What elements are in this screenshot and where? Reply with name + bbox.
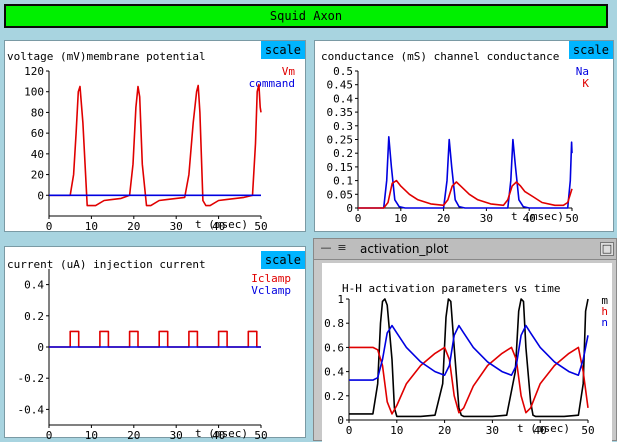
voltage-chart: 0 20 40 60 80 100 120 0 10 20 30 40 50 t (msec) (24, 65, 268, 233)
voltage-y-tick-label-3: 60 (31, 127, 44, 140)
conductance-scale-button[interactable]: scale (568, 41, 613, 59)
activation-series-h (349, 346, 589, 415)
current-x-tick-label-4: 40 (212, 429, 225, 442)
current-x-tick-label-0: 0 (46, 429, 53, 442)
activation-x-tick-label-3: 30 (486, 424, 499, 437)
activation-chart: 00.20.40.60.810 10 20 30 40 50t (msec) (324, 293, 595, 437)
activation-x-axis-label: t (msec) (517, 422, 570, 435)
conductance-y-tick-label-6: 0.3 (333, 120, 353, 133)
conductance-legend: Na K (576, 66, 589, 90)
app-title: Squid Axon (269, 9, 343, 23)
conductance-chart: 00.050.10.150.20.250.30.350.40.450.5 0 10 2… (327, 65, 579, 225)
activation-y-tick-label-2: 0.4 (324, 366, 344, 379)
activation-x-tick-label-2: 20 (438, 424, 451, 437)
legend-command: command (248, 77, 295, 90)
window-pin-icon[interactable]: ≡ (337, 241, 347, 254)
voltage-series-vm (49, 83, 262, 207)
legend-iclamp: Iclamp (251, 272, 291, 285)
voltage-x-tick-label-4: 40 (212, 220, 225, 233)
conductance-y-tick-label-3: 0.15 (327, 161, 354, 174)
activation-window-titlebar[interactable]: — ≡ activation_plot □ (314, 239, 616, 260)
conductance-x-tick-label-1: 10 (394, 212, 407, 225)
legend-na: Na (575, 65, 589, 78)
activation-plot-panel: H-H activation parameters vs time m h n … (322, 263, 612, 442)
conductance-y-tick-label-10: 0.5 (333, 65, 353, 78)
current-x-axis-label: t (msec) (195, 427, 248, 440)
legend-k: K (582, 77, 589, 90)
voltage-panel: voltage (mV)membrane potential scale Vm … (4, 40, 306, 233)
activation-x-tick-label-1: 10 (390, 424, 403, 437)
current-y-tick-label-2: 0 (37, 341, 44, 354)
activation-y-tick-label-5: 1 (337, 293, 344, 306)
current-scale-button[interactable]: scale (260, 251, 305, 269)
current-x-tick-label-2: 20 (127, 429, 140, 442)
conductance-y-tick-label-2: 0.1 (333, 175, 353, 188)
activation-legend: m h n (601, 295, 608, 328)
voltage-x-tick-label-0: 0 (46, 220, 53, 233)
conductance-x-tick-label-5: 50 (565, 212, 578, 225)
conductance-y-tick-label-9: 0.45 (327, 79, 354, 92)
conductance-y-tick-label-1: 0.05 (327, 188, 354, 201)
voltage-y-tick-label-6: 120 (24, 65, 44, 78)
conductance-x-tick-label-2: 20 (437, 212, 450, 225)
current-y-tick-label-3: 0.2 (24, 310, 44, 323)
voltage-legend: Vm command (249, 66, 295, 90)
current-x-tick-label-1: 10 (85, 429, 98, 442)
activation-y-tick-label-0: 0 (337, 414, 344, 427)
conductance-x-tick-label-0: 0 (355, 212, 362, 225)
window-maximize-icon[interactable]: □ (600, 242, 614, 256)
current-series-iclamp (49, 330, 261, 348)
voltage-x-tick-label-2: 20 (127, 220, 140, 233)
voltage-x-tick-label-1: 10 (85, 220, 98, 233)
voltage-scale-button[interactable]: scale (260, 41, 305, 59)
voltage-y-tick-label-5: 100 (24, 86, 44, 99)
legend-n: n (601, 316, 608, 329)
conductance-y-tick-label-4: 0.2 (333, 147, 353, 160)
activation-y-tick-label-1: 0.2 (324, 390, 344, 403)
activation-x-tick-label-5: 50 (581, 424, 594, 437)
conductance-y-tick-label-5: 0.25 (327, 134, 354, 147)
conductance-series-k (358, 179, 573, 209)
legend-m: m (601, 294, 608, 307)
activation-x-tick-label-4: 40 (534, 424, 547, 437)
voltage-panel-title: voltage (mV)membrane potential (7, 50, 206, 63)
conductance-y-tick-label-7: 0.35 (327, 106, 354, 119)
conductance-panel-title: conductance (mS) channel conductance (321, 50, 560, 63)
conductance-panel: conductance (mS) channel conductance sca… (314, 40, 614, 232)
activation-plot-window[interactable]: — ≡ activation_plot □ H-H activation par… (313, 238, 617, 442)
current-x-tick-label-3: 30 (170, 429, 183, 442)
current-legend: Iclamp Vclamp (251, 273, 291, 297)
activation-y-tick-label-3: 0.6 (324, 341, 344, 354)
conductance-x-tick-label-3: 30 (480, 212, 493, 225)
current-chart: -0.4 -0.2 0 0.2 0.4 0 10 20 30 40 50 t (msec) (18, 269, 268, 442)
window-menu-icon[interactable]: — (320, 241, 332, 254)
current-y-tick-label-0: -0.4 (18, 403, 45, 416)
legend-vm: Vm (281, 65, 295, 78)
voltage-y-tick-label-4: 80 (31, 106, 44, 119)
legend-vclamp: Vclamp (251, 284, 291, 297)
activation-y-tick-label-4: 0.8 (324, 317, 344, 330)
voltage-x-tick-label-3: 30 (170, 220, 183, 233)
voltage-y-tick-label-0: 0 (37, 189, 44, 202)
current-x-tick-label-5: 50 (254, 429, 267, 442)
app-title-bar[interactable]: Squid Axon (4, 4, 608, 28)
voltage-x-axis-label: t (msec) (195, 218, 248, 231)
voltage-y-tick-label-2: 40 (31, 148, 44, 161)
activation-x-tick-label-0: 0 (346, 424, 353, 437)
current-panel: current (uA) injection current scale Icl… (4, 246, 306, 442)
conductance-x-axis-label: t (msec) (511, 210, 564, 223)
conductance-y-tick-label-0: 0 (346, 202, 353, 215)
activation-series-n (349, 324, 589, 381)
conductance-series-na (358, 136, 573, 209)
activation-plot-title: H-H activation parameters vs time (342, 282, 561, 295)
current-panel-title: current (uA) injection current (7, 258, 206, 271)
conductance-y-tick-label-8: 0.4 (333, 92, 353, 105)
voltage-x-tick-label-5: 50 (254, 220, 267, 233)
conductance-x-tick-label-4: 40 (523, 212, 536, 225)
current-y-tick-label-1: -0.2 (18, 372, 45, 385)
activation-window-title: activation_plot (360, 242, 449, 256)
current-y-tick-label-4: 0.4 (24, 279, 44, 292)
legend-h: h (601, 305, 608, 318)
voltage-y-tick-label-1: 20 (31, 169, 44, 182)
